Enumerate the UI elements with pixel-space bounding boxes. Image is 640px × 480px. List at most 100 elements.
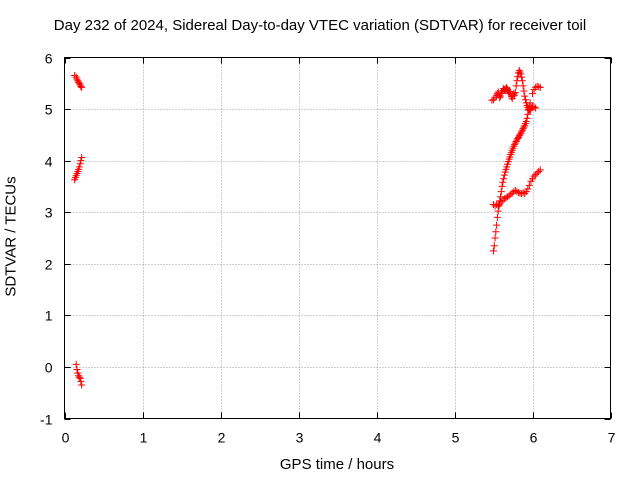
data-point-marker [491, 234, 499, 242]
y-tick-label: 1 [45, 308, 53, 324]
x-tick-label: 4 [374, 430, 382, 446]
data-point-marker [524, 110, 532, 118]
data-point-marker [523, 114, 531, 122]
data-point-marker [502, 84, 510, 92]
data-point-marker [517, 129, 525, 137]
data-point-marker [515, 66, 523, 74]
data-point-marker [75, 373, 83, 381]
data-point-marker [77, 82, 85, 90]
data-point-marker [494, 202, 502, 210]
x-tick-label: 2 [218, 430, 226, 446]
data-point-marker [535, 83, 543, 91]
data-point-marker [520, 123, 528, 131]
data-point-marker [493, 200, 501, 208]
data-point-marker [73, 366, 81, 374]
data-point-marker [521, 96, 529, 104]
data-point-marker [77, 157, 85, 165]
data-point-marker [533, 82, 541, 90]
data-point-marker [72, 360, 80, 368]
data-point-marker [519, 82, 527, 90]
data-point-marker [518, 77, 526, 85]
grid-lines [64, 57, 611, 419]
data-point-marker [498, 182, 506, 190]
data-point-marker [530, 172, 538, 180]
data-point-marker [497, 193, 505, 201]
data-point-marker [490, 242, 498, 250]
data-point-marker [500, 175, 508, 183]
data-point-marker [511, 139, 519, 147]
data-point-marker [499, 178, 507, 186]
data-point-marker [518, 126, 526, 134]
data-point-marker [510, 90, 518, 98]
data-point-marker [500, 171, 508, 179]
data-point-marker [496, 94, 504, 102]
data-point-marker [522, 117, 530, 125]
y-axis-label: SDTVAR / TECUs [2, 176, 20, 297]
data-point-marker [75, 163, 83, 171]
x-tick-label: 6 [530, 430, 538, 446]
x-tick-label: 1 [140, 430, 148, 446]
data-point-marker [525, 181, 533, 189]
data-point-marker [77, 377, 85, 385]
data-point-marker [517, 70, 525, 78]
data-point-marker [520, 87, 528, 95]
data-point-marker [513, 188, 521, 196]
data-point-marker [525, 102, 533, 110]
y-tick-label: 4 [45, 154, 53, 170]
data-point-marker [518, 73, 526, 81]
y-tick-label: 5 [45, 102, 53, 118]
axis-ticks: 0 1 2 3 4 5 6 7 -1 0 1 2 3 4 5 6 [40, 51, 616, 446]
data-point-marker [512, 138, 520, 146]
y-tick-label: 3 [45, 205, 53, 221]
data-point-marker [518, 128, 526, 136]
data-points [71, 66, 544, 389]
data-point-marker [493, 221, 501, 229]
data-point-marker [497, 188, 505, 196]
data-point-marker [511, 89, 519, 97]
data-point-marker [519, 189, 527, 197]
data-point-marker [525, 106, 533, 114]
data-point-marker [533, 169, 541, 177]
data-point-marker [536, 83, 544, 91]
y-tick-label: 0 [45, 360, 53, 376]
data-point-marker [536, 166, 544, 174]
data-point-marker [519, 125, 527, 133]
data-point-marker [78, 83, 86, 91]
y-tick-label: -1 [40, 412, 53, 428]
data-point-marker [510, 142, 518, 150]
chart-title: Day 232 of 2024, Sidereal Day-to-day VTE… [53, 17, 587, 34]
data-point-marker [490, 247, 497, 255]
data-point-marker [497, 198, 505, 206]
data-point-marker [516, 189, 524, 197]
data-point-marker [526, 99, 534, 107]
data-point-marker [512, 82, 520, 90]
y-tick-label: 6 [45, 51, 53, 67]
x-tick-label: 0 [62, 430, 70, 446]
data-point-marker [78, 381, 86, 389]
data-point-marker [76, 160, 84, 168]
x-tick-label: 7 [608, 430, 616, 446]
data-point-marker [78, 154, 86, 162]
data-point-marker [75, 79, 83, 87]
data-point-marker [497, 90, 505, 98]
data-point-marker [521, 92, 529, 100]
data-point-marker [491, 202, 499, 210]
x-tick-label: 3 [296, 430, 304, 446]
data-point-marker [76, 374, 84, 382]
data-point-marker [535, 167, 543, 175]
data-point-marker [532, 104, 540, 112]
data-point-marker [530, 103, 538, 111]
data-point-marker [532, 171, 540, 179]
data-point-marker [493, 213, 501, 221]
data-point-marker [71, 72, 79, 80]
data-point-marker [492, 228, 500, 236]
y-tick-label: 2 [45, 257, 53, 273]
plot-frame [64, 57, 611, 419]
data-point-marker [511, 141, 519, 149]
data-point-marker [524, 185, 532, 193]
data-point-marker [516, 131, 524, 139]
x-tick-label: 5 [452, 430, 460, 446]
data-point-marker [529, 90, 536, 98]
